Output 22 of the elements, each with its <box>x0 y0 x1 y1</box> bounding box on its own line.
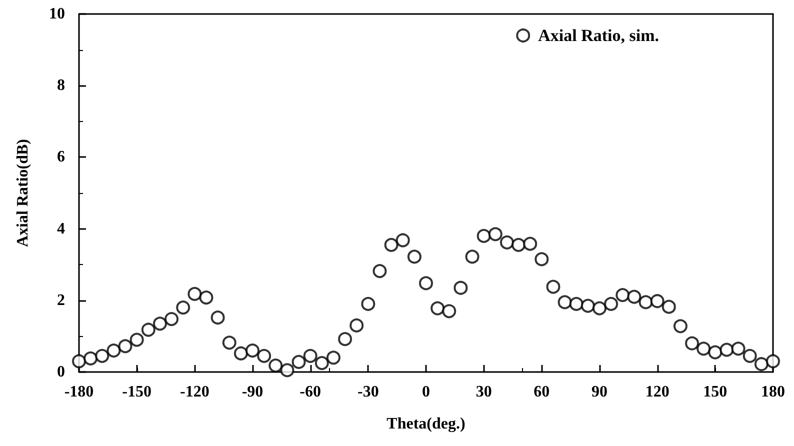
y-tick-label: 0 <box>57 364 65 380</box>
x-axis-title: Theta(deg.) <box>386 416 466 432</box>
x-tick-label: -150 <box>122 384 152 400</box>
x-tick-label: 180 <box>761 384 785 400</box>
x-tick-label: 150 <box>703 384 728 400</box>
y-tick-label: 10 <box>49 6 65 22</box>
x-tick-label: 30 <box>476 384 492 400</box>
legend-label: Axial Ratio, sim. <box>538 26 660 45</box>
x-tick-label: 60 <box>534 384 550 400</box>
y-axis-title: Axial Ratio(dB) <box>14 139 32 247</box>
y-tick-label: 8 <box>57 77 65 94</box>
x-tick-label: -90 <box>242 384 264 400</box>
x-tick-label: 90 <box>592 384 608 400</box>
y-tick-label: 4 <box>57 220 65 238</box>
x-tick-label: -30 <box>358 384 379 400</box>
x-tick-label: -180 <box>64 384 94 400</box>
y-tick-label: 2 <box>57 292 65 309</box>
x-tick-label: 0 <box>422 384 430 400</box>
x-tick-label: -120 <box>180 384 210 400</box>
x-tick-label: 120 <box>645 384 670 400</box>
x-tick-label: -60 <box>300 384 321 400</box>
y-tick-label: 6 <box>57 148 65 166</box>
